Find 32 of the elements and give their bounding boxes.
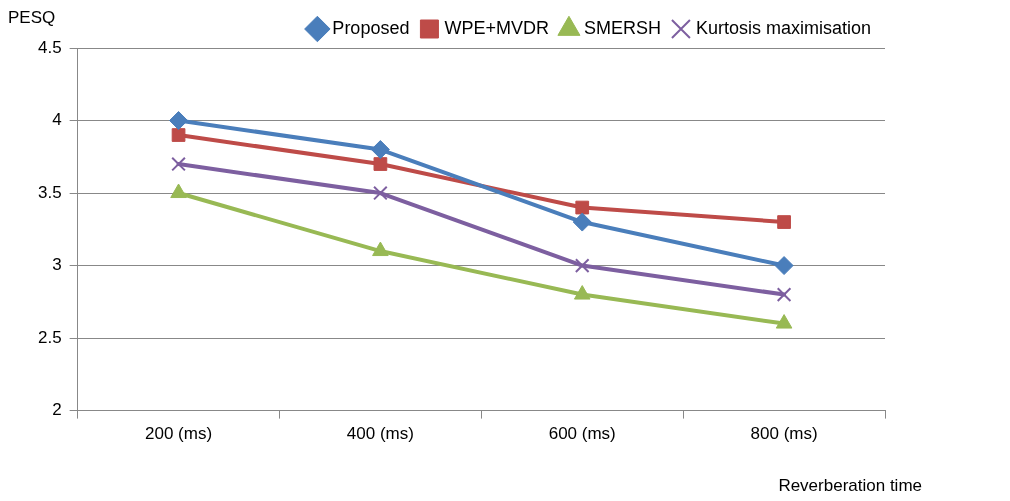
point bbox=[572, 212, 592, 232]
x-tick-label: 200 (ms) bbox=[145, 424, 213, 444]
point bbox=[373, 157, 388, 171]
y-tick-label: 4 bbox=[52, 110, 62, 130]
point bbox=[372, 241, 389, 257]
y-tick-label: 3.5 bbox=[37, 182, 62, 202]
point bbox=[370, 140, 390, 160]
legend-label: SMERSH bbox=[583, 17, 661, 38]
x-tick-label: 400 (ms) bbox=[346, 424, 414, 444]
point bbox=[574, 258, 590, 273]
point bbox=[573, 285, 591, 300]
y-tick-label: 2 bbox=[52, 400, 62, 420]
x-axis-title: Reverberation time bbox=[778, 476, 922, 496]
point bbox=[776, 287, 792, 302]
y-tick-label: 4.5 bbox=[37, 37, 62, 57]
point bbox=[373, 185, 388, 201]
y-tick-label: 2.5 bbox=[37, 327, 62, 347]
x-tick-label: 800 (ms) bbox=[750, 424, 818, 444]
point bbox=[575, 200, 590, 215]
point bbox=[170, 183, 187, 199]
point bbox=[775, 314, 793, 329]
y-tick-label: 3 bbox=[52, 255, 62, 275]
point bbox=[171, 128, 186, 142]
legend-label: Proposed bbox=[332, 17, 410, 38]
point bbox=[774, 256, 794, 276]
point bbox=[171, 156, 186, 172]
point bbox=[777, 215, 791, 229]
legend-label: Kurtosis maximisation bbox=[695, 17, 872, 38]
point bbox=[169, 111, 189, 131]
legend-label: WPE+MVDR bbox=[444, 17, 549, 38]
x-tick-label: 600 (ms) bbox=[548, 424, 616, 444]
y-axis-title: PESQ bbox=[8, 8, 56, 28]
